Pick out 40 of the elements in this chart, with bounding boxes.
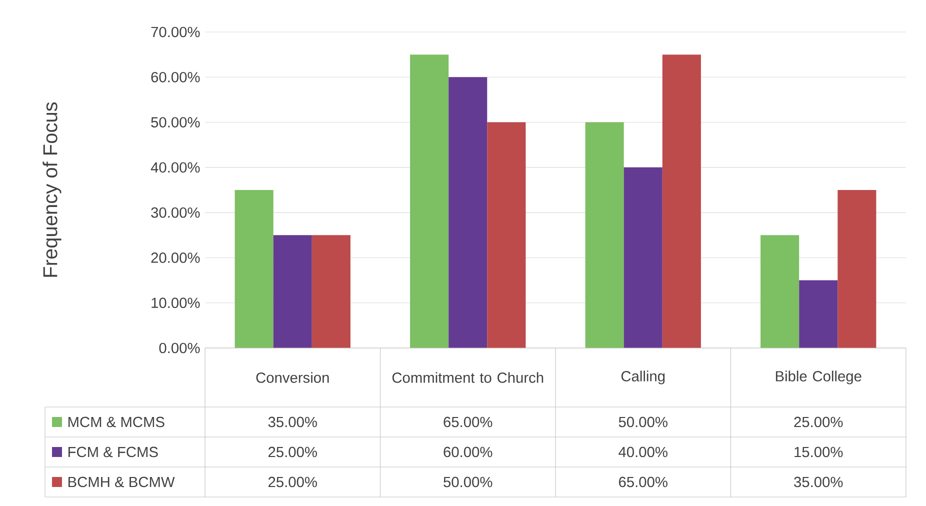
data-label: 65.00% <box>444 416 492 428</box>
y-tick-label: 50.00% <box>151 117 200 128</box>
legend-label: MCM & MCMS <box>68 416 164 428</box>
x-tick-label: Bible College <box>776 370 862 384</box>
y-tick-label: 60.00% <box>151 72 200 82</box>
bar <box>838 190 876 348</box>
y-tick-label: 70.00% <box>151 26 200 38</box>
bar <box>410 54 449 348</box>
data-label: 35.00% <box>794 476 843 488</box>
bar <box>760 235 800 348</box>
x-tick-label: Calling <box>621 370 665 384</box>
bar <box>273 235 312 348</box>
bar <box>312 235 350 348</box>
bar <box>799 280 838 348</box>
bar <box>585 122 624 348</box>
bar <box>234 190 274 348</box>
y-tick-label: 30.00% <box>151 207 200 218</box>
bar <box>662 54 701 348</box>
y-tick-label: 10.00% <box>152 298 200 308</box>
data-label: 25.00% <box>268 476 317 488</box>
bar <box>448 77 488 348</box>
y-tick-label: 40.00% <box>150 162 200 173</box>
data-label: 25.00% <box>268 446 317 458</box>
data-label: 65.00% <box>619 476 668 488</box>
data-label: 40.00% <box>618 446 668 458</box>
bar <box>624 167 662 348</box>
legend-label: FCM & FCMS <box>68 446 158 458</box>
data-label: 15.00% <box>794 446 843 458</box>
legend-label: BCMH & BCMW <box>68 476 175 488</box>
data-label: 60.00% <box>444 446 492 458</box>
x-tick-label: Conversion <box>256 372 329 383</box>
data-label: 50.00% <box>618 416 668 428</box>
data-label: 50.00% <box>444 476 492 488</box>
y-tick-label: 0.00% <box>159 342 200 354</box>
data-label: 35.00% <box>268 416 317 428</box>
bar <box>487 122 526 348</box>
x-tick-label: Commitment to Church <box>392 372 544 383</box>
y-axis-title: Frequency of Focus <box>42 102 62 277</box>
y-tick-label: 20.00% <box>151 252 200 263</box>
data-label: 25.00% <box>794 416 843 428</box>
